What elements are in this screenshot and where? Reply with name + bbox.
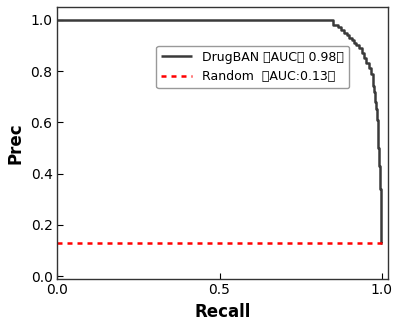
DrugBAN （AUC： 0.98） xyxy=(331,18,336,22)
Y-axis label: Prec: Prec xyxy=(7,122,25,164)
DrugBAN （AUC： 0.98） xyxy=(370,72,375,75)
DrugBAN （AUC： 0.98） xyxy=(356,46,361,50)
DrugBAN （AUC： 0.98） xyxy=(375,118,380,122)
Line: DrugBAN （AUC： 0.98）: DrugBAN （AUC： 0.98） xyxy=(57,20,382,243)
DrugBAN （AUC： 0.98） xyxy=(371,84,376,88)
DrugBAN （AUC： 0.98） xyxy=(372,90,376,93)
DrugBAN （AUC： 0.98） xyxy=(379,241,384,245)
DrugBAN （AUC： 0.98） xyxy=(379,241,384,245)
Legend: DrugBAN （AUC： 0.98）, Random  （AUC:0.13）: DrugBAN （AUC： 0.98）, Random （AUC:0.13） xyxy=(156,46,349,88)
DrugBAN （AUC： 0.98） xyxy=(55,18,60,22)
X-axis label: Recall: Recall xyxy=(194,303,251,321)
